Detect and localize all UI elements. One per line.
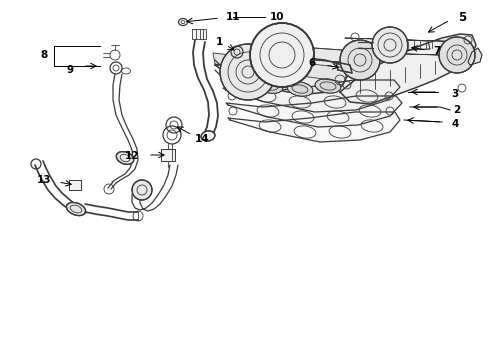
Circle shape xyxy=(372,27,408,63)
Text: 3: 3 xyxy=(451,89,459,99)
Polygon shape xyxy=(161,149,175,161)
Text: 10: 10 xyxy=(270,12,284,22)
Text: 14: 14 xyxy=(195,134,209,144)
Polygon shape xyxy=(213,53,347,82)
Circle shape xyxy=(132,180,152,200)
Ellipse shape xyxy=(201,131,215,141)
Ellipse shape xyxy=(315,79,341,93)
Ellipse shape xyxy=(227,72,253,87)
Text: 1: 1 xyxy=(216,37,222,47)
Polygon shape xyxy=(228,112,400,142)
Circle shape xyxy=(439,37,475,73)
Polygon shape xyxy=(340,34,476,104)
Text: 13: 13 xyxy=(37,175,51,185)
Ellipse shape xyxy=(116,152,134,165)
Ellipse shape xyxy=(257,78,283,93)
Polygon shape xyxy=(468,48,482,65)
Text: 2: 2 xyxy=(453,105,461,115)
Circle shape xyxy=(250,23,314,87)
Ellipse shape xyxy=(66,202,86,216)
Ellipse shape xyxy=(287,82,313,96)
Circle shape xyxy=(340,40,380,80)
Text: 12: 12 xyxy=(125,151,139,161)
Polygon shape xyxy=(215,58,348,94)
Text: 7: 7 xyxy=(433,46,441,56)
Text: 6: 6 xyxy=(308,58,316,68)
Polygon shape xyxy=(69,180,81,190)
Polygon shape xyxy=(407,40,430,50)
Polygon shape xyxy=(192,29,206,39)
Text: 9: 9 xyxy=(67,65,74,75)
Polygon shape xyxy=(226,96,402,127)
Circle shape xyxy=(220,44,276,100)
Polygon shape xyxy=(313,48,342,62)
Polygon shape xyxy=(336,62,352,73)
Polygon shape xyxy=(223,80,400,112)
Text: 8: 8 xyxy=(40,50,48,60)
Text: 5: 5 xyxy=(458,10,466,23)
Text: 11: 11 xyxy=(226,12,240,22)
Text: 4: 4 xyxy=(451,119,459,129)
